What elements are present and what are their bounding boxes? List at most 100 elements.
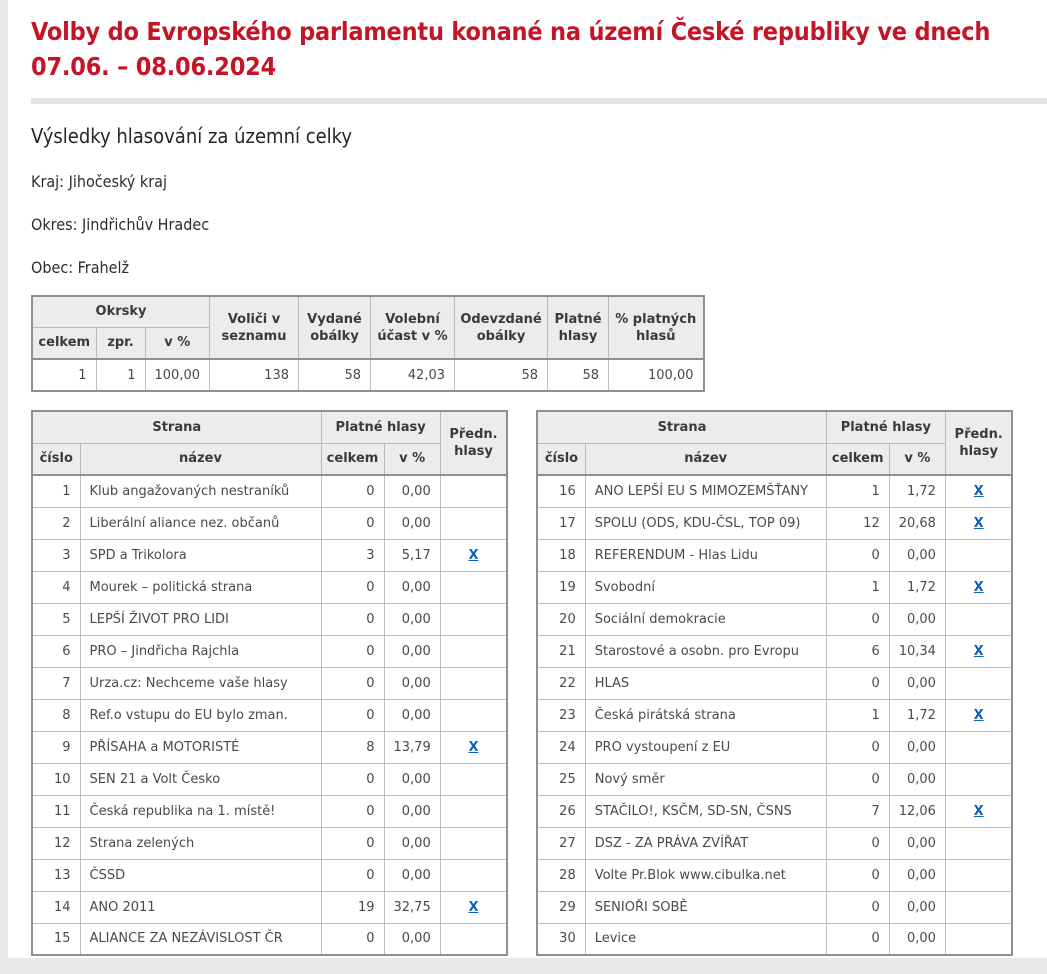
preferential-votes-cell [944, 730, 1013, 764]
party-header-cislo: číslo [536, 442, 586, 476]
party-votes-total: 1 [825, 698, 890, 732]
party-number: 12 [31, 826, 81, 860]
party-name: Klub angažovaných nestraníků [79, 474, 322, 508]
party-row: 26 STAČILO!, KSČM, SD-SN, ČSNS 7 12,06 X [536, 794, 1013, 828]
party-header-platne-hlasy: Platné hlasy [320, 410, 441, 444]
party-name: Levice [584, 922, 827, 956]
preferential-votes-cell [944, 762, 1013, 796]
preferential-votes-link[interactable]: X [973, 579, 984, 595]
party-number: 9 [31, 730, 81, 764]
party-votes-pct: 0,00 [888, 890, 946, 924]
party-number: 2 [31, 506, 81, 540]
party-row: 11 Česká republika na 1. místě! 0 0,00 [31, 794, 508, 828]
party-votes-pct: 0,00 [888, 730, 946, 764]
preferential-votes-cell: X [439, 730, 508, 764]
party-number: 23 [536, 698, 586, 732]
party-votes-pct: 0,00 [383, 698, 441, 732]
party-number: 28 [536, 858, 586, 892]
preferential-votes-link[interactable]: X [973, 643, 984, 659]
summary-header-platne-hlasy: Platné hlasy [547, 295, 609, 360]
party-row: 23 Česká pirátská strana 1 1,72 X [536, 698, 1013, 732]
okrsky-zpr-value: 1 [95, 358, 146, 392]
summary-header-celkem: celkem [31, 326, 97, 360]
preferential-votes-cell [944, 890, 1013, 924]
summary-header-v-pct: v % [144, 326, 210, 360]
party-votes-total: 0 [825, 538, 890, 572]
preferential-votes-cell [439, 570, 508, 604]
party-row: 5 LEPŠÍ ŽIVOT PRO LIDI 0 0,00 [31, 602, 508, 636]
party-number: 13 [31, 858, 81, 892]
party-votes-total: 6 [825, 634, 890, 668]
party-votes-pct: 0,00 [383, 666, 441, 700]
party-votes-total: 0 [825, 922, 890, 956]
party-votes-total: 1 [825, 474, 890, 508]
party-name: Nový směr [584, 762, 827, 796]
party-votes-pct: 0,00 [383, 922, 441, 956]
party-header-platne-hlasy: Platné hlasy [825, 410, 946, 444]
party-row: 15 ALIANCE ZA NEZÁVISLOST ČR 0 0,00 [31, 922, 508, 956]
preferential-votes-link[interactable]: X [973, 515, 984, 531]
party-name: Strana zelených [79, 826, 322, 860]
party-votes-pct: 20,68 [888, 506, 946, 540]
party-row: 19 Svobodní 1 1,72 X [536, 570, 1013, 604]
party-name: Svobodní [584, 570, 827, 604]
party-votes-pct: 13,79 [383, 730, 441, 764]
party-votes-total: 3 [320, 538, 385, 572]
preferential-votes-link[interactable]: X [468, 899, 479, 915]
party-name: Starostové a osobn. pro Evropu [584, 634, 827, 668]
party-votes-total: 0 [320, 666, 385, 700]
party-votes-total: 0 [320, 506, 385, 540]
party-votes-pct: 0,00 [383, 474, 441, 508]
vydane-obalky-value: 58 [298, 358, 371, 392]
party-number: 4 [31, 570, 81, 604]
summary-header-zpr: zpr. [95, 326, 146, 360]
party-votes-pct: 0,00 [888, 922, 946, 956]
party-number: 5 [31, 602, 81, 636]
party-number: 22 [536, 666, 586, 700]
party-name: ČSSD [79, 858, 322, 892]
party-row: 3 SPD a Trikolora 3 5,17 X [31, 538, 508, 572]
party-number: 1 [31, 474, 81, 508]
party-votes-total: 0 [825, 826, 890, 860]
preferential-votes-cell [439, 794, 508, 828]
party-votes-total: 0 [825, 890, 890, 924]
party-number: 24 [536, 730, 586, 764]
preferential-votes-link[interactable]: X [973, 707, 984, 723]
party-name: ANO 2011 [79, 890, 322, 924]
party-name: PRO – Jindřicha Rajchla [79, 634, 322, 668]
party-name: SPOLU (ODS, KDU-ČSL, TOP 09) [584, 506, 827, 540]
region-kraj: Kraj: Jihočeský kraj [31, 172, 167, 191]
preferential-votes-cell [439, 602, 508, 636]
party-name: HLAS [584, 666, 827, 700]
party-row: 25 Nový směr 0 0,00 [536, 762, 1013, 796]
summary-header-volici: Voliči v seznamu [209, 295, 299, 360]
party-votes-pct: 1,72 [888, 698, 946, 732]
party-number: 14 [31, 890, 81, 924]
okrsky-celkem-value: 1 [31, 358, 97, 392]
party-votes-pct: 0,00 [888, 762, 946, 796]
pct-platnych-value: 100,00 [608, 358, 704, 392]
preferential-votes-link[interactable]: X [973, 483, 984, 499]
preferential-votes-link[interactable]: X [468, 739, 479, 755]
preferential-votes-link[interactable]: X [973, 803, 984, 819]
party-votes-pct: 0,00 [383, 570, 441, 604]
party-votes-total: 0 [320, 922, 385, 956]
party-votes-pct: 0,00 [383, 762, 441, 796]
party-row: 22 HLAS 0 0,00 [536, 666, 1013, 700]
party-name: Ref.o vstupu do EU bylo zman. [79, 698, 322, 732]
party-header-nazev: název [79, 442, 322, 476]
party-name: SENIOŘI SOBĚ [584, 890, 827, 924]
preferential-votes-cell [439, 666, 508, 700]
party-votes-pct: 5,17 [383, 538, 441, 572]
party-row: 7 Urza.cz: Nechceme vaše hlasy 0 0,00 [31, 666, 508, 700]
party-votes-total: 0 [825, 858, 890, 892]
party-votes-total: 0 [825, 762, 890, 796]
platne-hlasy-value: 58 [547, 358, 609, 392]
party-name: REFERENDUM - Hlas Lidu [584, 538, 827, 572]
preferential-votes-link[interactable]: X [468, 547, 479, 563]
volebni-ucast-value: 42,03 [370, 358, 455, 392]
party-header-celkem: celkem [825, 442, 890, 476]
party-name: Mourek – politická strana [79, 570, 322, 604]
summary-header-volebni-ucast: Volební účast v % [370, 295, 455, 360]
party-number: 21 [536, 634, 586, 668]
